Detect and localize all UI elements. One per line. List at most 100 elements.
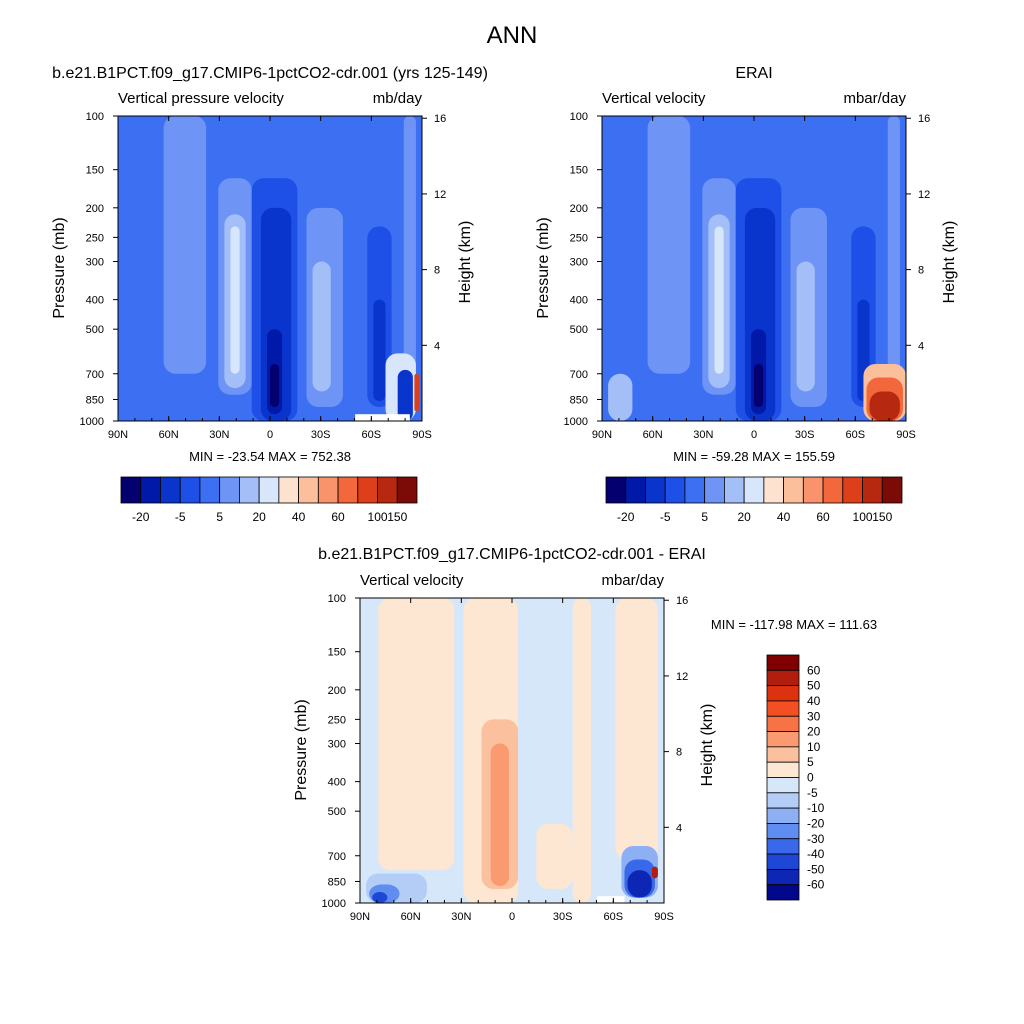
panel-obs-stats: MIN = -59.28 MAX = 155.59 bbox=[673, 449, 835, 464]
colorbar-swatch bbox=[179, 476, 201, 504]
colorbar-swatch bbox=[704, 476, 725, 504]
axes-obs: 90N 60N 30N 0 30S 60S 90S 100 150 200 250 300 400 500… bbox=[564, 111, 931, 441]
colorbar-swatch bbox=[724, 476, 745, 504]
colorbar-label: 20 bbox=[737, 510, 751, 524]
field-contour bbox=[714, 226, 724, 374]
colorbar-swatch bbox=[766, 792, 800, 809]
y-right-tick-label: 8 bbox=[434, 265, 440, 277]
colorbar-label: 40 bbox=[807, 694, 821, 708]
colorbar-swatch bbox=[802, 476, 824, 504]
colorbar-label: -60 bbox=[807, 878, 825, 892]
colorbar-swatch bbox=[605, 476, 627, 504]
field-contour bbox=[490, 743, 509, 887]
y-tick-label: 700 bbox=[570, 369, 588, 381]
x-tick-label: 30S bbox=[311, 429, 331, 441]
y-right-tick-label: 12 bbox=[434, 189, 446, 201]
x-tick-label: 60N bbox=[401, 911, 421, 923]
panel-model: b.e21.B1PCT.f09_g17.CMIP6-1pctCO2-cdr.00… bbox=[51, 65, 488, 524]
y-tick-label: 250 bbox=[570, 232, 588, 244]
field-contour bbox=[754, 363, 764, 408]
x-tick-label: 60S bbox=[362, 429, 382, 441]
y-tick-label: 200 bbox=[328, 685, 346, 697]
colorbar-swatch bbox=[377, 476, 398, 504]
colorbar-label: -20 bbox=[807, 816, 825, 830]
y-tick-label: 250 bbox=[328, 714, 346, 726]
x-tick-label: 0 bbox=[267, 429, 273, 441]
x-tick-label: 90S bbox=[896, 429, 916, 441]
colorbar-swatch bbox=[278, 476, 300, 504]
colorbar-swatch bbox=[238, 476, 260, 504]
colorbar-swatch bbox=[766, 777, 800, 794]
field-contour bbox=[163, 116, 207, 374]
field-contour bbox=[373, 299, 386, 402]
y-tick-label: 200 bbox=[86, 203, 104, 215]
colorbar-swatch bbox=[881, 476, 903, 504]
panel-model-title: b.e21.B1PCT.f09_g17.CMIP6-1pctCO2-cdr.00… bbox=[52, 65, 488, 82]
y-right-tick-label: 4 bbox=[434, 340, 440, 352]
colorbar-swatch bbox=[684, 476, 706, 504]
y-tick-label: 150 bbox=[570, 165, 588, 177]
plot-area-diff bbox=[359, 597, 665, 904]
colorbar-swatch bbox=[842, 476, 863, 504]
plot-area-obs bbox=[601, 115, 907, 422]
colorbar-label: 60 bbox=[816, 510, 830, 524]
panel-diff-ylabel-right: Height (km) bbox=[699, 704, 716, 787]
x-tick-label: 0 bbox=[751, 429, 757, 441]
y-right-tick-label: 16 bbox=[918, 113, 930, 125]
x-tick-label: 60N bbox=[159, 429, 179, 441]
field-contour bbox=[627, 870, 652, 898]
panel-obs: ERAI Vertical velocity mbar/day 90N 60N 30… bbox=[535, 65, 958, 524]
field-contour bbox=[651, 866, 658, 879]
colorbar-label: 100 bbox=[853, 510, 873, 524]
panel-obs-unit-label: mbar/day bbox=[843, 90, 906, 107]
colorbar-swatch bbox=[298, 476, 319, 504]
colorbar-label: -5 bbox=[807, 786, 818, 800]
colorbar-label: 5 bbox=[216, 510, 223, 524]
colorbar-swatch bbox=[766, 823, 800, 840]
colorbar-label: -20 bbox=[132, 510, 150, 524]
y-tick-label: 100 bbox=[86, 111, 104, 123]
colorbar-swatch bbox=[766, 853, 800, 870]
panel-diff-ylabel: Pressure (mb) bbox=[293, 699, 310, 800]
panel-obs-left-label: Vertical velocity bbox=[602, 90, 706, 107]
field-contour bbox=[312, 261, 331, 392]
x-tick-label: 30N bbox=[693, 429, 713, 441]
colorbar-swatch bbox=[766, 807, 800, 824]
colorbar-swatch bbox=[766, 669, 800, 687]
missing-data-region bbox=[597, 896, 625, 903]
panel-model-unit-label: mb/day bbox=[373, 90, 423, 107]
y-tick-label: 300 bbox=[570, 257, 588, 269]
colorbar-swatch bbox=[317, 476, 339, 504]
y-tick-label: 850 bbox=[570, 394, 588, 406]
colorbar-swatch bbox=[766, 746, 800, 763]
x-tick-label: 0 bbox=[509, 911, 515, 923]
y-right-tick-label: 4 bbox=[676, 822, 682, 834]
colorbar-model: -20 -5 5 20 40 60 100 150 bbox=[120, 476, 418, 524]
colorbar-label: 5 bbox=[701, 510, 708, 524]
x-tick-label: 30N bbox=[209, 429, 229, 441]
x-tick-label: 30S bbox=[795, 429, 815, 441]
axes-model: 90N 60N 30N 0 30S 60S 90S 100 150 200 250 300 400 500… bbox=[80, 111, 447, 441]
colorbar-swatch bbox=[766, 761, 800, 778]
y-right-tick-label: 16 bbox=[676, 595, 688, 607]
colorbar-swatch bbox=[766, 884, 800, 901]
missing-data-region bbox=[355, 414, 410, 421]
y-tick-label: 850 bbox=[86, 394, 104, 406]
colorbar-label: 40 bbox=[777, 510, 791, 524]
colorbar-swatch bbox=[140, 476, 161, 504]
panel-diff: b.e21.B1PCT.f09_g17.CMIP6-1pctCO2-cdr.00… bbox=[293, 546, 877, 923]
y-tick-label: 850 bbox=[328, 876, 346, 888]
colorbar-swatch bbox=[862, 476, 883, 504]
colorbar-label: 30 bbox=[807, 709, 821, 723]
colorbar-label: 150 bbox=[872, 510, 892, 524]
colorbar-label: -5 bbox=[660, 510, 671, 524]
field-contour bbox=[536, 823, 573, 890]
panel-model-stats: MIN = -23.54 MAX = 752.38 bbox=[189, 449, 351, 464]
y-right-tick-label: 16 bbox=[434, 113, 446, 125]
y-tick-label: 400 bbox=[86, 295, 104, 307]
panel-obs-ylabel: Pressure (mb) bbox=[535, 217, 552, 318]
y-tick-label: 1000 bbox=[564, 416, 588, 428]
field-contour bbox=[796, 261, 815, 392]
y-tick-label: 100 bbox=[328, 593, 346, 605]
x-tick-label: 60N bbox=[643, 429, 663, 441]
